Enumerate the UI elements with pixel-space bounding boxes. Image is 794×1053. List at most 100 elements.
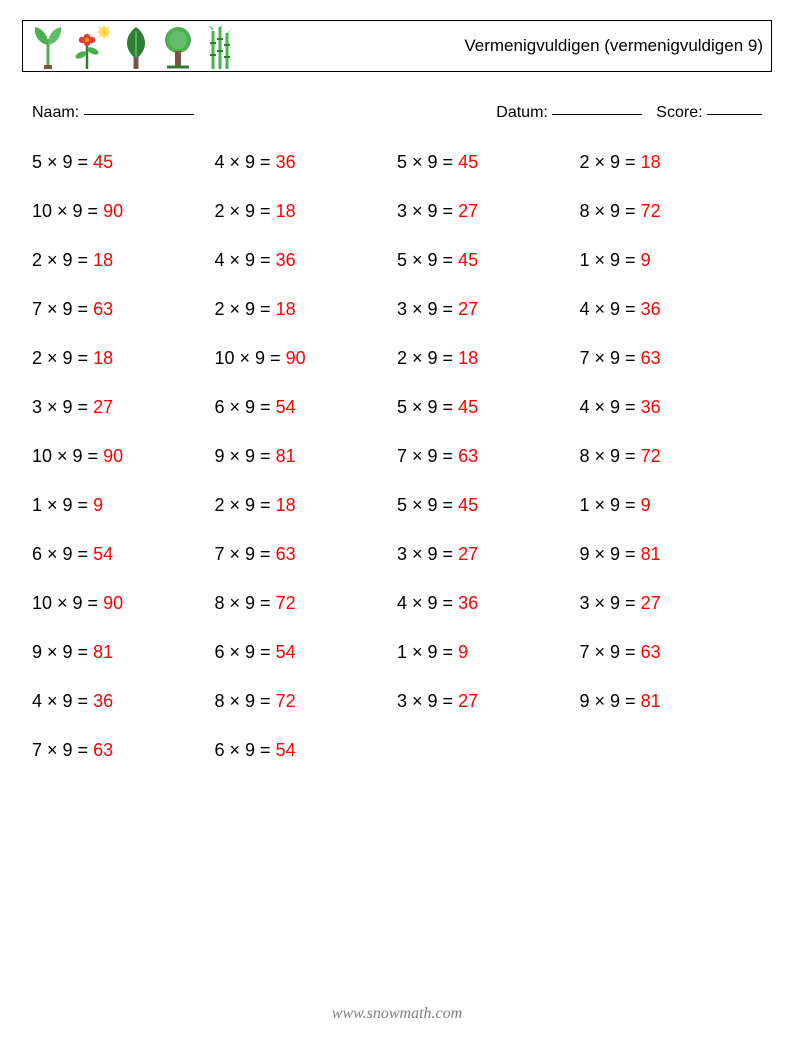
problem-expression: 7 × 9 = — [32, 299, 93, 319]
name-label: Naam: — [32, 104, 79, 121]
problem-expression: 9 × 9 = — [215, 446, 276, 466]
problem-expression: 2 × 9 = — [215, 299, 276, 319]
problem-expression: 5 × 9 = — [397, 250, 458, 270]
problem-answer: 63 — [276, 544, 296, 564]
problem-cell: 3 × 9 = 27 — [397, 691, 580, 712]
problem-cell: 7 × 9 = 63 — [580, 642, 763, 663]
problem-answer: 27 — [458, 691, 478, 711]
problem-expression: 7 × 9 = — [397, 446, 458, 466]
problem-answer: 54 — [276, 397, 296, 417]
problem-cell: 2 × 9 = 18 — [397, 348, 580, 369]
problem-answer: 9 — [641, 495, 651, 515]
problem-answer: 18 — [641, 152, 661, 172]
problem-answer: 90 — [103, 201, 123, 221]
problem-answer: 27 — [458, 544, 478, 564]
problem-answer: 63 — [458, 446, 478, 466]
problem-answer: 18 — [276, 201, 296, 221]
date-blank — [552, 114, 642, 115]
problem-cell: 1 × 9 = 9 — [580, 250, 763, 271]
problem-expression: 1 × 9 = — [580, 495, 641, 515]
problem-cell: 2 × 9 = 18 — [215, 495, 398, 516]
problem-cell: 4 × 9 = 36 — [580, 397, 763, 418]
problem-cell: 8 × 9 = 72 — [215, 691, 398, 712]
problem-answer: 36 — [93, 691, 113, 711]
problem-cell: 8 × 9 = 72 — [580, 446, 763, 467]
problem-answer: 90 — [103, 593, 123, 613]
problem-answer: 54 — [93, 544, 113, 564]
problem-cell: 1 × 9 = 9 — [580, 495, 763, 516]
problem-cell: 1 × 9 = 9 — [32, 495, 215, 516]
problem-answer: 36 — [641, 299, 661, 319]
problem-answer: 18 — [276, 299, 296, 319]
problem-answer: 90 — [103, 446, 123, 466]
problem-cell: 3 × 9 = 27 — [580, 593, 763, 614]
problem-cell: 2 × 9 = 18 — [580, 152, 763, 173]
problem-answer: 45 — [458, 250, 478, 270]
problem-answer: 63 — [641, 348, 661, 368]
problem-answer: 81 — [641, 544, 661, 564]
problem-expression: 9 × 9 = — [580, 544, 641, 564]
problem-cell: 9 × 9 = 81 — [215, 446, 398, 467]
problem-cell — [580, 740, 763, 761]
problem-cell — [397, 740, 580, 761]
problem-cell: 5 × 9 = 45 — [397, 397, 580, 418]
problem-answer: 9 — [458, 642, 468, 662]
problem-answer: 72 — [276, 593, 296, 613]
problem-answer: 54 — [276, 740, 296, 760]
problem-expression: 6 × 9 = — [215, 740, 276, 760]
problem-expression: 4 × 9 = — [215, 152, 276, 172]
problem-expression: 8 × 9 = — [215, 691, 276, 711]
problem-expression: 2 × 9 = — [32, 250, 93, 270]
problem-expression: 3 × 9 = — [32, 397, 93, 417]
problem-answer: 72 — [276, 691, 296, 711]
problem-expression: 2 × 9 = — [397, 348, 458, 368]
problem-cell: 4 × 9 = 36 — [580, 299, 763, 320]
flower-sun-icon — [75, 25, 111, 69]
problem-cell: 7 × 9 = 63 — [215, 544, 398, 565]
problem-cell: 9 × 9 = 81 — [32, 642, 215, 663]
problem-expression: 1 × 9 = — [397, 642, 458, 662]
problem-expression: 2 × 9 = — [215, 201, 276, 221]
header-icons — [31, 21, 235, 71]
problem-expression: 3 × 9 = — [580, 593, 641, 613]
problem-expression: 8 × 9 = — [580, 446, 641, 466]
problem-cell: 3 × 9 = 27 — [32, 397, 215, 418]
problem-expression: 10 × 9 = — [215, 348, 286, 368]
problem-expression: 6 × 9 = — [215, 642, 276, 662]
problem-expression: 7 × 9 = — [32, 740, 93, 760]
problem-cell: 2 × 9 = 18 — [32, 250, 215, 271]
problem-cell: 1 × 9 = 9 — [397, 642, 580, 663]
problem-answer: 72 — [641, 201, 661, 221]
problem-cell: 6 × 9 = 54 — [32, 544, 215, 565]
problem-cell: 5 × 9 = 45 — [397, 250, 580, 271]
problem-cell: 5 × 9 = 45 — [397, 152, 580, 173]
problem-expression: 4 × 9 = — [32, 691, 93, 711]
problem-expression: 10 × 9 = — [32, 593, 103, 613]
info-line: Naam: Datum: Score: — [32, 104, 762, 122]
problem-answer: 36 — [276, 250, 296, 270]
problem-cell: 10 × 9 = 90 — [32, 446, 215, 467]
problem-expression: 3 × 9 = — [397, 299, 458, 319]
problem-answer: 45 — [458, 397, 478, 417]
name-blank — [84, 114, 194, 115]
problem-expression: 8 × 9 = — [215, 593, 276, 613]
problem-answer: 45 — [458, 152, 478, 172]
date-field: Datum: — [496, 104, 642, 122]
problem-cell: 5 × 9 = 45 — [32, 152, 215, 173]
problem-expression: 6 × 9 = — [215, 397, 276, 417]
problem-expression: 7 × 9 = — [580, 348, 641, 368]
problem-answer: 36 — [458, 593, 478, 613]
problem-answer: 9 — [641, 250, 651, 270]
problem-answer: 54 — [276, 642, 296, 662]
problem-cell: 7 × 9 = 63 — [580, 348, 763, 369]
problem-expression: 3 × 9 = — [397, 201, 458, 221]
score-label: Score: — [656, 104, 702, 121]
score-field: Score: — [656, 104, 762, 122]
problem-answer: 27 — [641, 593, 661, 613]
problem-cell: 8 × 9 = 72 — [580, 201, 763, 222]
leaf-tree-icon — [121, 25, 151, 69]
problem-cell: 4 × 9 = 36 — [215, 152, 398, 173]
problem-answer: 36 — [641, 397, 661, 417]
problem-expression: 4 × 9 = — [397, 593, 458, 613]
problem-expression: 1 × 9 = — [580, 250, 641, 270]
